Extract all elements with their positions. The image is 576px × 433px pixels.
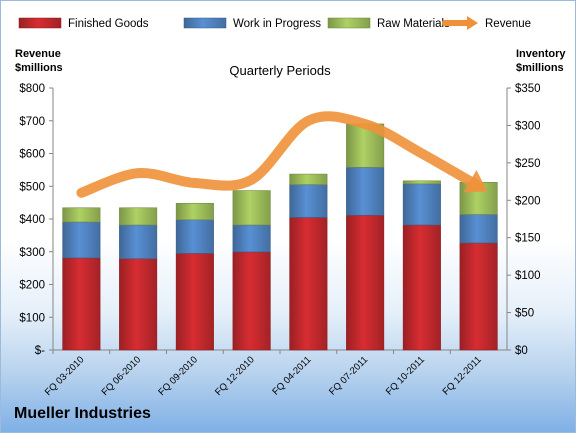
bar-finished-goods xyxy=(289,217,328,351)
right-tick-label: $250 xyxy=(515,158,541,170)
left-tick-label: $300 xyxy=(19,247,45,259)
right-axis-title-line1: Inventory xyxy=(516,48,566,60)
revenue-line xyxy=(76,111,484,198)
legend-label-raw-materials: Raw Materials xyxy=(377,18,450,30)
right-tick-label: $350 xyxy=(515,83,541,95)
bar-raw-materials xyxy=(62,207,101,223)
bar-finished-goods xyxy=(175,253,214,351)
chart-subtitle: Quarterly Periods xyxy=(229,63,331,78)
legend-swatch-finished-goods xyxy=(18,17,62,29)
x-tick-label: FQ 12-2011 xyxy=(441,354,484,397)
left-axis-title-line2: $millions xyxy=(15,62,63,74)
bar-work-in-progress xyxy=(232,224,271,253)
left-tick-label: $100 xyxy=(19,312,45,324)
right-tick-label: $200 xyxy=(515,195,541,207)
left-tick-label: $400 xyxy=(19,214,45,226)
bar-raw-materials xyxy=(402,180,441,185)
left-tick-label: $500 xyxy=(19,181,45,193)
left-tick-label: $- xyxy=(35,345,45,357)
bar-work-in-progress xyxy=(62,221,101,259)
x-tick-label: FQ 06-2010 xyxy=(100,354,144,398)
legend-label-revenue: Revenue xyxy=(485,18,531,30)
bar-finished-goods xyxy=(402,224,441,351)
bar-raw-materials xyxy=(289,173,328,185)
legend-label-finished-goods: Finished Goods xyxy=(68,18,149,30)
bar-work-in-progress xyxy=(459,214,498,244)
legend-swatch-raw-materials xyxy=(327,17,371,29)
x-tick-label: FQ 03-2010 xyxy=(43,354,87,398)
bar-finished-goods xyxy=(459,242,498,351)
bar-work-in-progress xyxy=(175,219,214,254)
legend-swatch-work-in-progress xyxy=(183,17,227,29)
bar-raw-materials xyxy=(119,207,158,226)
left-tick-label: $700 xyxy=(19,116,45,128)
x-tick-label: FQ 09-2010 xyxy=(156,354,200,398)
company-name: Mueller Industries xyxy=(14,405,151,422)
bar-finished-goods xyxy=(232,251,271,351)
right-tick-label: $100 xyxy=(515,270,541,282)
bar-work-in-progress xyxy=(346,167,385,216)
right-tick-label: $50 xyxy=(515,308,534,320)
right-tick-label: $0 xyxy=(515,345,528,357)
x-tick-label: FQ 04-2011 xyxy=(270,354,313,397)
bar-work-in-progress xyxy=(119,224,158,259)
left-tick-label: $200 xyxy=(19,280,45,292)
bar-raw-materials xyxy=(175,202,214,221)
left-axis-title-line1: Revenue xyxy=(15,48,61,60)
legend-label-work-in-progress: Work in Progress xyxy=(233,18,321,30)
revenue-arrowhead xyxy=(463,169,488,193)
x-tick-label: FQ 10-2011 xyxy=(384,354,427,397)
right-tick-label: $150 xyxy=(515,233,541,245)
legend-arrow-icon xyxy=(467,16,478,30)
x-tick-label: FQ 12-2010 xyxy=(213,354,257,398)
bar-finished-goods xyxy=(119,258,158,351)
x-tick-label: FQ 07-2011 xyxy=(327,354,370,397)
left-tick-label: $600 xyxy=(19,149,45,161)
bar-work-in-progress xyxy=(289,184,328,218)
right-tick-label: $300 xyxy=(515,120,541,132)
bar-finished-goods xyxy=(346,214,385,351)
bar-finished-goods xyxy=(62,257,101,351)
right-axis-title-line2: $millions xyxy=(516,62,564,74)
left-tick-label: $800 xyxy=(19,83,45,95)
bar-raw-materials xyxy=(232,190,271,226)
bar-work-in-progress xyxy=(402,183,441,226)
